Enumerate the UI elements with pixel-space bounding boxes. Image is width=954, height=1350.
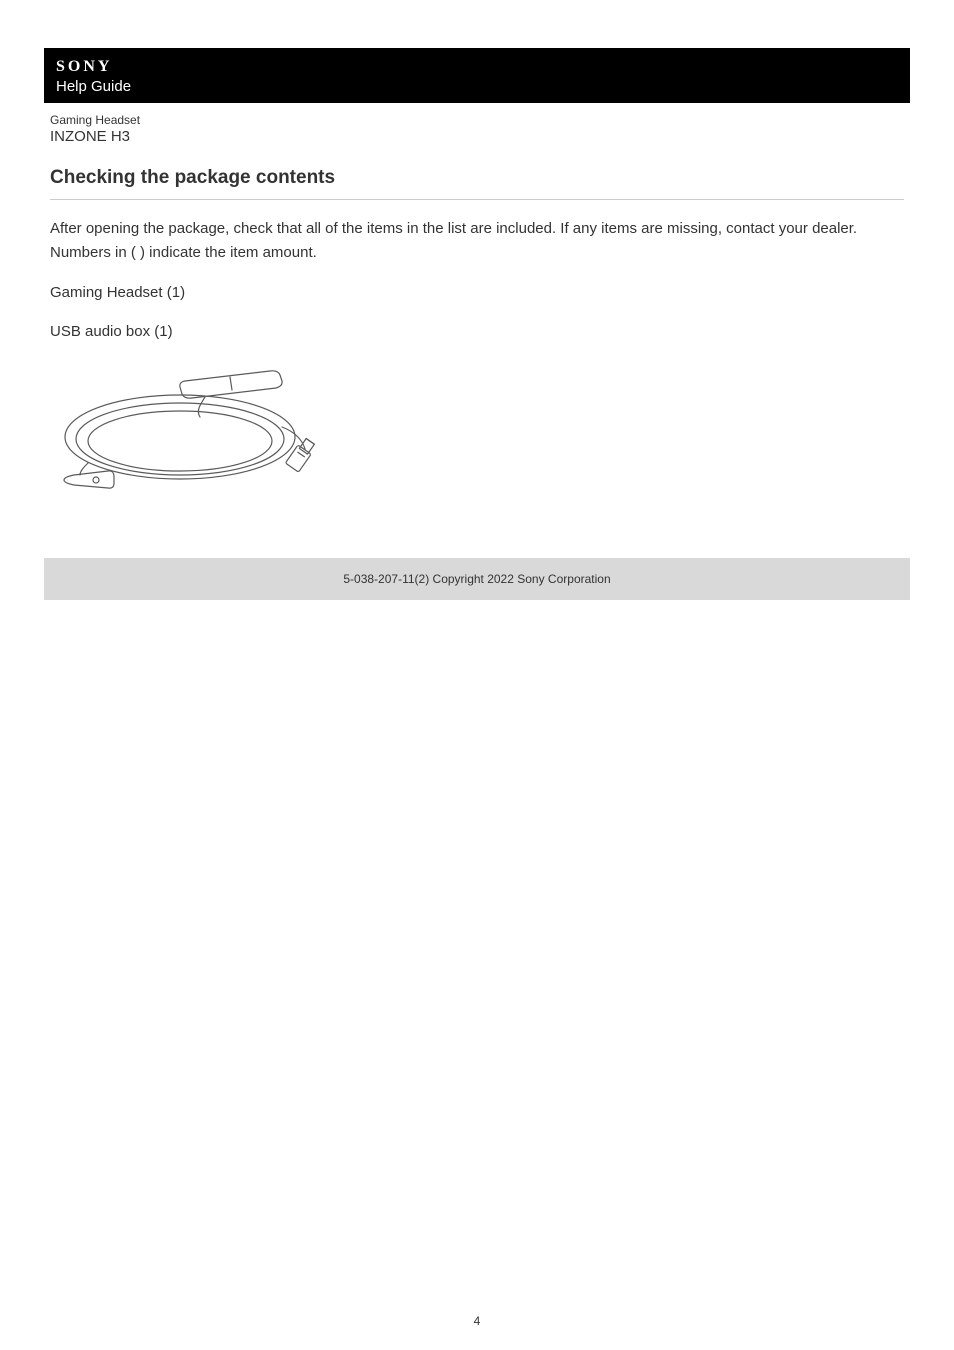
product-name: INZONE H3 [50,128,904,145]
usb-audio-box-illustration [50,357,910,512]
black-header: SONY Help Guide [44,48,910,103]
brand-logo: SONY [56,58,898,76]
usb-cable-icon [50,357,320,507]
copyright-text: 5-038-207-11(2) Copyright 2022 Sony Corp… [343,572,610,586]
page-title: Checking the package contents [50,167,904,189]
footer-copyright-bar: 5-038-207-11(2) Copyright 2022 Sony Corp… [44,558,910,600]
page-wrapper: SONY Help Guide Gaming Headset INZONE H3… [0,0,954,600]
product-block: Gaming Headset INZONE H3 [44,103,910,145]
package-item: Gaming Headset (1) [50,282,904,304]
help-guide-label: Help Guide [56,78,898,95]
body-text: After opening the package, check that al… [50,218,904,343]
page-number: 4 [0,1314,954,1328]
product-category: Gaming Headset [50,113,904,127]
intro-paragraph: After opening the package, check that al… [50,218,904,240]
title-divider [50,199,904,200]
intro-note: Numbers in ( ) indicate the item amount. [50,242,904,264]
package-item: USB audio box (1) [50,321,904,343]
